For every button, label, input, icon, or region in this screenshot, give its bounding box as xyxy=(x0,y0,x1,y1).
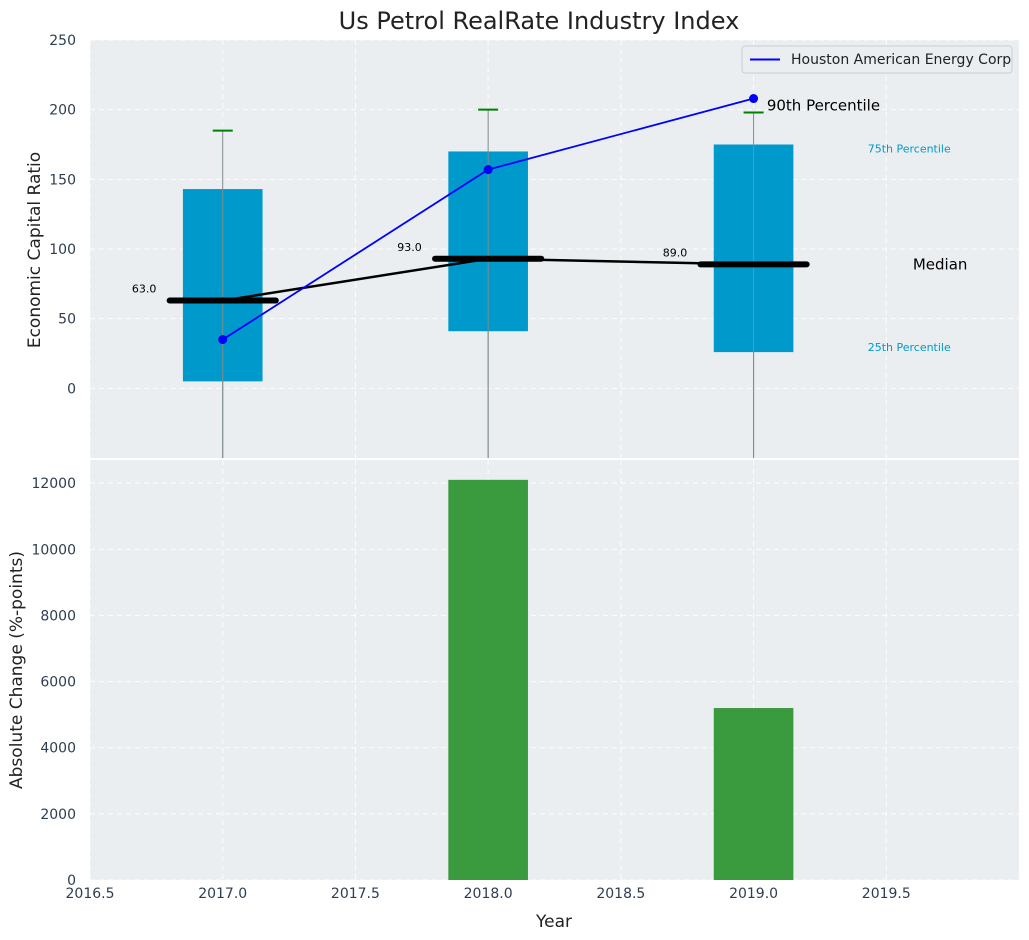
bar xyxy=(448,479,528,880)
bottom-y-tick-label: 12000 xyxy=(31,476,76,492)
top-y-tick-label: 100 xyxy=(49,242,76,258)
bottom-y-tick-label: 6000 xyxy=(40,675,76,691)
bottom-y-tick-label: 8000 xyxy=(40,608,76,624)
top-marks: 63.0 93.0 89.0 xyxy=(132,94,810,458)
bottom-y-tick-label: 4000 xyxy=(40,741,76,757)
bottom-grid xyxy=(89,460,1019,881)
x-tick-label: 2018.0 xyxy=(464,886,513,902)
bottom-plot-area xyxy=(90,460,1019,880)
x-tick-label: 2019.5 xyxy=(862,886,911,902)
bottom-y-axis-label: Absolute Change (%-points) xyxy=(7,551,27,789)
x-tick-label: 2018.5 xyxy=(596,886,645,902)
bottom-y-tick-labels: 0 2000 4000 6000 8000 10000 12000 xyxy=(31,476,76,889)
annotation-median: Median xyxy=(913,255,968,273)
chart-title: Us Petrol RealRate Industry Index xyxy=(339,7,740,35)
bottom-marks xyxy=(448,479,794,880)
median-value-label: 63.0 xyxy=(132,283,157,296)
top-y-axis-label: Economic Capital Ratio xyxy=(25,152,45,348)
top-y-tick-label: 150 xyxy=(49,172,76,188)
top-y-tick-label: 200 xyxy=(49,103,76,119)
series-point xyxy=(218,335,228,345)
x-axis-label: Year xyxy=(535,912,572,932)
bottom-y-tick-label: 2000 xyxy=(40,807,76,823)
bottom-y-tick-label: 10000 xyxy=(31,542,76,558)
bar xyxy=(713,708,794,880)
annotation-25th-percentile: 25th Percentile xyxy=(868,341,951,354)
legend: Houston American Energy Corp xyxy=(741,45,1013,74)
legend-box xyxy=(741,45,1013,74)
annotations: 90th Percentile 75th Percentile Median 25th… xyxy=(767,97,968,355)
x-tick-label: 2019.0 xyxy=(729,886,778,902)
bottom-y-tick-label: 0 xyxy=(67,873,76,889)
x-tick-labels: 2016.5 2017.0 2017.5 2018.0 2018.5 2019.0 2019… xyxy=(66,886,911,902)
x-tick-label: 2017.0 xyxy=(198,886,247,902)
x-tick-label: 2017.5 xyxy=(331,886,380,902)
top-y-tick-labels: 0 50 100 150 200 250 xyxy=(49,33,76,397)
top-y-tick-label: 50 xyxy=(58,312,76,328)
annotation-75th-percentile: 75th Percentile xyxy=(868,143,951,156)
top-y-tick-label: 250 xyxy=(49,33,76,49)
legend-entry-houston-american-energy-corp: Houston American Energy Corp xyxy=(791,52,1011,68)
series-point xyxy=(749,94,759,104)
annotation-90th-percentile: 90th Percentile xyxy=(767,97,880,115)
median-value-label: 89.0 xyxy=(663,246,688,259)
x-tick-label: 2016.5 xyxy=(66,886,115,902)
top-y-tick-label: 0 xyxy=(67,381,76,397)
median-value-label: 93.0 xyxy=(397,241,422,254)
series-point xyxy=(483,165,493,175)
